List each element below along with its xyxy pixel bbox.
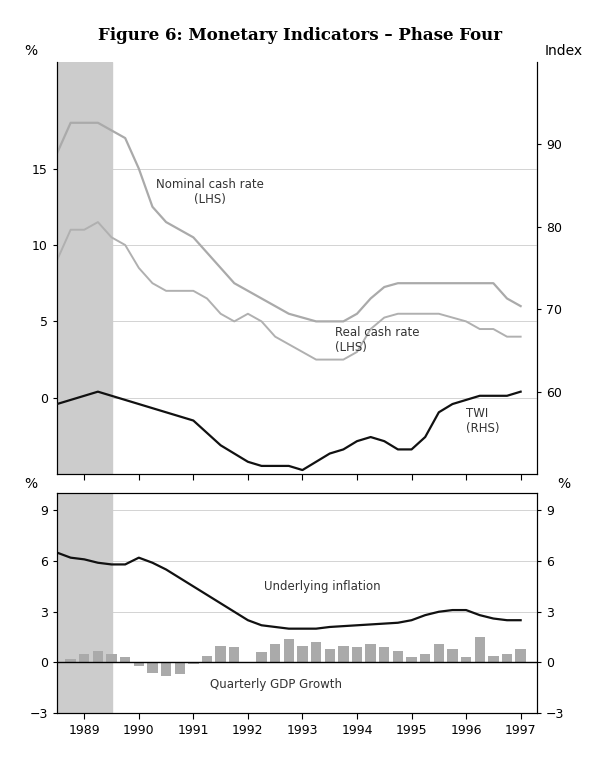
Bar [188,662,199,664]
Bar [134,662,144,666]
Text: Underlying inflation: Underlying inflation [264,580,381,593]
Bar [284,639,294,662]
Bar [515,649,526,662]
Bar [311,642,321,662]
Bar [379,647,389,662]
Bar [297,645,308,662]
Text: Real cash rate
(LHS): Real cash rate (LHS) [335,325,419,354]
Y-axis label: %: % [24,43,37,58]
Bar [106,654,117,662]
Text: Nominal cash rate
(LHS): Nominal cash rate (LHS) [156,177,263,206]
Y-axis label: %: % [24,477,37,491]
Bar [120,658,130,662]
Bar [256,652,267,662]
Bar [147,662,158,672]
Text: Figure 6: Monetary Indicators – Phase Four: Figure 6: Monetary Indicators – Phase Fo… [98,27,502,44]
Bar [475,637,485,662]
Y-axis label: %: % [557,477,570,491]
Bar [365,644,376,662]
Bar [488,655,499,662]
Y-axis label: Index: Index [544,43,583,58]
Text: Quarterly GDP Growth: Quarterly GDP Growth [210,678,342,691]
Bar [161,662,171,676]
Bar [406,658,417,662]
Bar [270,644,280,662]
Text: TWI
(RHS): TWI (RHS) [466,406,500,435]
Bar [420,654,430,662]
Bar [502,654,512,662]
Bar [57,493,112,713]
Bar [93,651,103,662]
Bar [175,662,185,675]
Bar [434,644,444,662]
Bar [447,649,458,662]
Bar [229,647,239,662]
Bar [325,649,335,662]
Bar [202,655,212,662]
Bar [393,651,403,662]
Bar [57,62,112,474]
Bar [461,658,471,662]
Bar [338,645,349,662]
Bar [65,659,76,662]
Bar [215,645,226,662]
Bar [79,654,89,662]
Bar [352,647,362,662]
